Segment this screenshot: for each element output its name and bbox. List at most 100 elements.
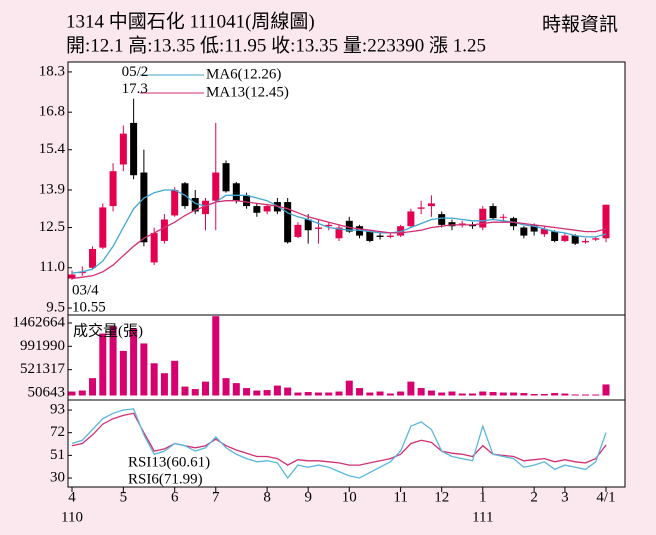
volume-bar xyxy=(109,326,117,396)
volume-bar xyxy=(212,316,220,396)
y-tick-label: 12.5 xyxy=(39,219,65,235)
x-tick-label: 4/1 xyxy=(596,489,615,505)
volume-bar xyxy=(294,392,302,396)
volume-bar xyxy=(581,394,589,396)
candle-body xyxy=(602,204,610,239)
volume-bar xyxy=(407,381,415,396)
volume-bar xyxy=(171,360,179,396)
annotation-date: 05/2 xyxy=(122,64,149,80)
year-label: 111 xyxy=(472,509,493,525)
volume-bar xyxy=(366,392,374,396)
candle-body xyxy=(551,231,559,241)
candle-body xyxy=(232,183,240,201)
volume-bar xyxy=(160,373,168,396)
candle-body xyxy=(253,206,261,213)
y-tick-label: 18.3 xyxy=(39,63,65,79)
candle-body xyxy=(427,203,435,207)
x-tick-label: 9 xyxy=(304,489,312,505)
candle-body xyxy=(540,228,548,235)
volume-bar xyxy=(602,384,610,396)
candle-body xyxy=(592,238,600,240)
chart-title: 1314 中國石化 111041(周線圖) xyxy=(66,10,315,32)
annotation-date: 03/4 xyxy=(72,282,99,298)
volume-bar xyxy=(427,390,435,396)
volume-bar xyxy=(592,394,600,396)
x-tick-label: 10 xyxy=(342,489,357,505)
annotation-value: 10.55 xyxy=(72,299,106,315)
quote: 開:12.1 高:13.35 低:11.95 收:13.35 量:223390 … xyxy=(66,34,486,56)
volume-bar xyxy=(540,394,548,396)
y-tick-label: 9.5 xyxy=(46,299,65,315)
volume-bar xyxy=(571,394,579,396)
candle-body xyxy=(89,249,97,268)
volume-bar xyxy=(130,328,138,396)
candle-body xyxy=(243,195,251,207)
volume-bar xyxy=(314,392,322,396)
y-tick-label: 50643 xyxy=(28,384,66,400)
volume-bar xyxy=(417,388,425,396)
source: 時報資訊 xyxy=(542,13,618,35)
candle-body xyxy=(376,235,384,237)
y-tick-label: 1462664 xyxy=(13,314,66,330)
volume-bar xyxy=(356,388,364,396)
candle-body xyxy=(530,224,538,232)
candle-body xyxy=(304,219,312,231)
candle-body xyxy=(458,223,466,225)
y-tick-label: 51 xyxy=(50,447,65,463)
line-series xyxy=(71,200,607,280)
volume-bar xyxy=(284,387,292,396)
candle-body xyxy=(417,207,425,209)
y-tick-label: 93 xyxy=(50,401,65,417)
candle-body xyxy=(345,220,353,232)
volume-bar xyxy=(479,391,487,396)
candle-body xyxy=(335,227,343,239)
volume-bar xyxy=(99,333,107,396)
x-tick-label: 3 xyxy=(561,489,569,505)
x-tick-label: 12 xyxy=(434,489,449,505)
volume-bar xyxy=(202,381,209,396)
candle-body xyxy=(366,231,374,241)
candle-body xyxy=(499,216,507,218)
volume-bar xyxy=(119,350,127,396)
volume-bar xyxy=(335,391,343,396)
x-tick-label: 11 xyxy=(393,489,407,505)
volume-bar xyxy=(397,391,405,396)
candle-body xyxy=(314,227,322,229)
candle-body xyxy=(212,172,220,201)
volume-bar xyxy=(222,378,230,396)
candle-body xyxy=(325,224,333,227)
candle-body xyxy=(222,163,230,192)
line-series xyxy=(71,412,607,466)
legend-label: RSI13(60.61) xyxy=(128,454,210,470)
candle-body xyxy=(68,274,76,279)
candle-body xyxy=(397,226,405,236)
candle-body xyxy=(150,232,158,263)
volume-bar xyxy=(448,391,456,396)
candle-body xyxy=(119,133,127,165)
volume-bar xyxy=(561,393,569,396)
x-tick-label: 8 xyxy=(263,489,271,505)
volume-bar xyxy=(243,388,251,396)
volume-bar xyxy=(510,392,518,396)
volume-bar xyxy=(89,378,97,396)
volume-bar xyxy=(551,393,559,396)
volume-bar xyxy=(304,392,312,396)
candle-body xyxy=(109,171,117,207)
candle-body xyxy=(407,211,415,227)
volume-bar xyxy=(458,393,466,396)
volume-bar xyxy=(325,392,333,396)
x-tick-label: 5 xyxy=(120,489,128,505)
candle-body xyxy=(561,235,569,241)
volume-bar xyxy=(68,391,76,396)
y-tick-label: 16.8 xyxy=(39,104,65,120)
volume-bar xyxy=(150,363,158,396)
volume-bar xyxy=(232,383,240,396)
annotation-value: 17.3 xyxy=(122,81,148,97)
x-tick-label: 1 xyxy=(479,489,487,505)
volume-bar xyxy=(140,343,148,396)
candle-body xyxy=(99,207,107,248)
candle-body xyxy=(294,224,302,237)
candle-body xyxy=(130,122,138,176)
y-tick-label: 11.0 xyxy=(39,259,65,275)
